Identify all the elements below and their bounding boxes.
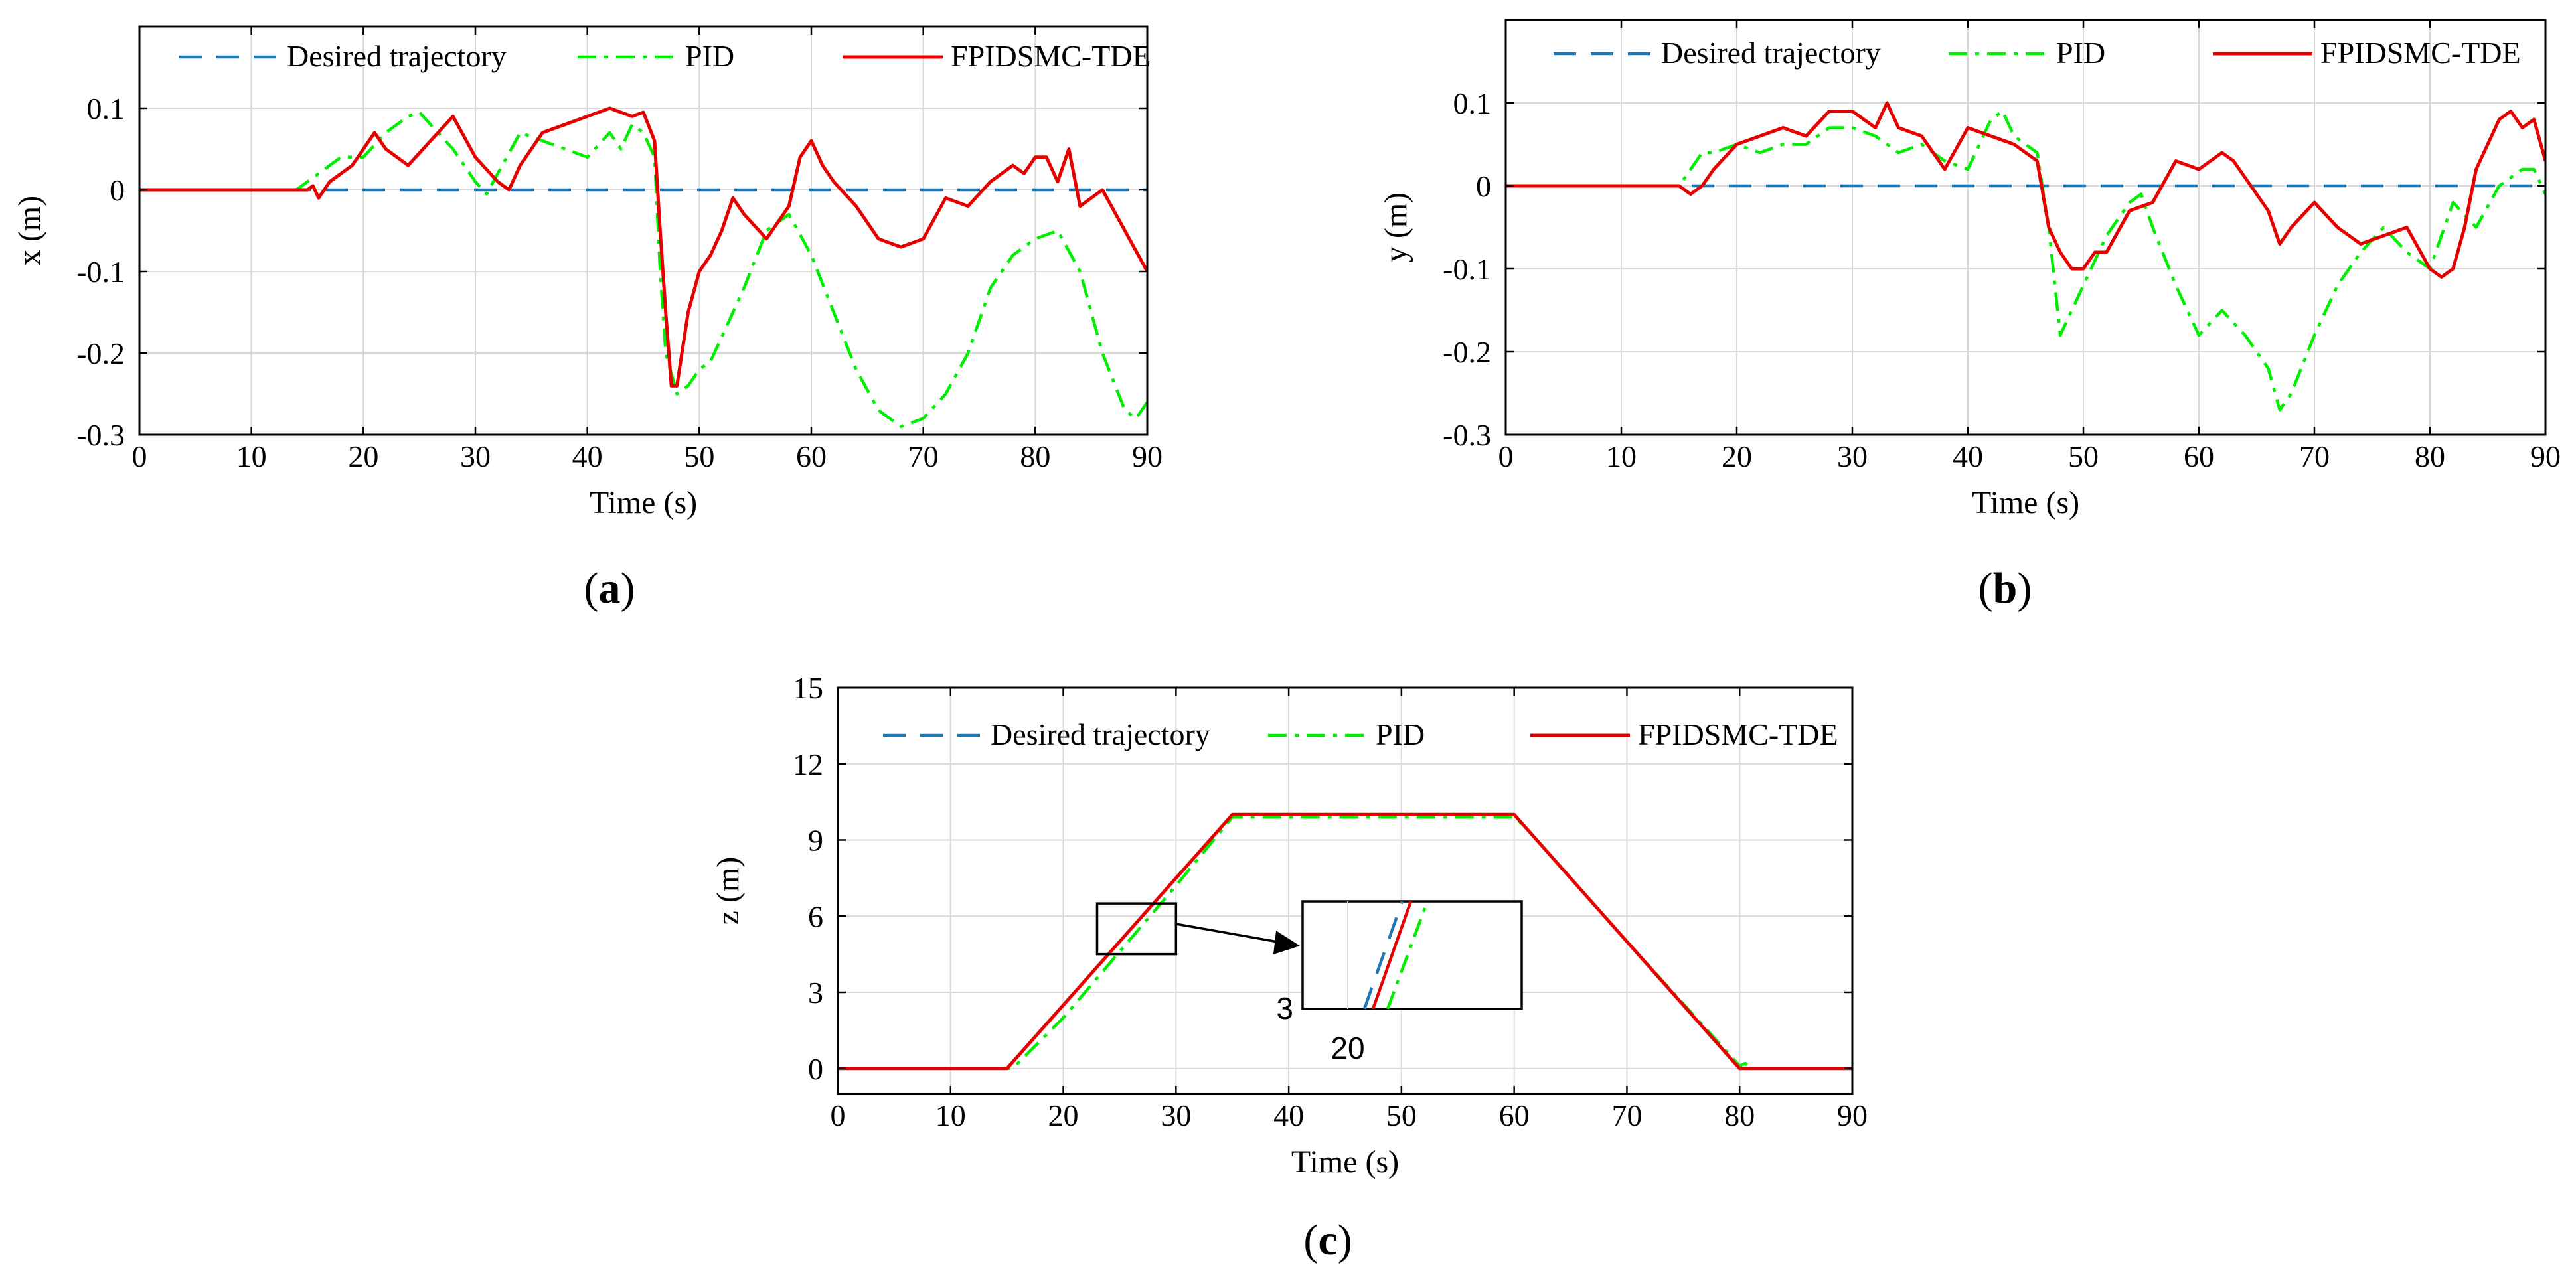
legend-entry: FPIDSMC-TDE	[951, 39, 1151, 73]
inset-y-tick-label: 3	[1276, 991, 1293, 1025]
x-axis-label: Time (s)	[1291, 1144, 1399, 1179]
x-tick-label: 70	[908, 439, 939, 473]
y-tick-label: 3	[808, 976, 823, 1010]
x-tick-label: 0	[831, 1098, 846, 1132]
y-tick-label: 6	[808, 899, 823, 933]
y-tick-label: 0.1	[87, 92, 125, 125]
y-tick-label: -0.2	[76, 337, 125, 370]
y-tick-label: 0.1	[1453, 86, 1492, 120]
x-tick-label: 70	[1611, 1098, 1642, 1132]
x-tick-label: 60	[796, 439, 827, 473]
x-axis-label: Time (s)	[590, 485, 697, 520]
chart-panel-a: 0 10 20 30 40 50 60 70 80 90 -0.3 -0.2 -0.1 0 0.1 Time …	[12, 25, 1163, 613]
legend-entry: Desired trajectory	[1661, 36, 1881, 70]
legend-entry: FPIDSMC-TDE	[2320, 36, 2521, 70]
y-tick-label: -0.1	[1443, 252, 1491, 286]
panel-caption: (b)	[1978, 564, 2032, 613]
x-tick-label: 50	[684, 439, 714, 473]
x-tick-label: 10	[236, 439, 267, 473]
legend-entry: PID	[685, 39, 734, 73]
x-tick-label: 50	[1386, 1098, 1417, 1132]
y-tick-label: -0.1	[76, 255, 125, 289]
series-line-fpidsmc-tde	[1506, 101, 2545, 279]
x-tick-label: 60	[2184, 439, 2214, 473]
axes-box	[1504, 19, 2547, 436]
y-axis-label: x (m)	[12, 196, 47, 265]
x-tick-label: 0	[1498, 439, 1514, 473]
y-tick-label: 0	[110, 173, 125, 207]
zoom-region-box	[1095, 902, 1178, 956]
x-tick-label: 30	[460, 439, 491, 473]
x-tick-label: 0	[132, 439, 147, 473]
y-axis-label: z (m)	[710, 857, 746, 925]
x-tick-label: 20	[348, 439, 378, 473]
x-tick-label: 80	[1724, 1098, 1755, 1132]
x-tick-label: 90	[1837, 1098, 1868, 1132]
x-tick-label: 10	[1606, 439, 1637, 473]
inset-series-line	[1386, 901, 1429, 1010]
x-tick-label: 20	[1048, 1098, 1079, 1132]
x-tick-label: 40	[1273, 1098, 1304, 1132]
x-tick-label: 30	[1837, 439, 1868, 473]
x-tick-label: 90	[2530, 439, 2561, 473]
zoom-arrow-head	[1273, 931, 1300, 954]
x-tick-label: 70	[2299, 439, 2330, 473]
x-tick-label: 10	[935, 1098, 966, 1132]
series-line-fpidsmc-tde	[838, 812, 1852, 1071]
chart-panel-b: 0 10 20 30 40 50 60 70 80 90 -0.3 -0.2 -0.1 0 0.1 Time …	[1378, 19, 2561, 613]
y-tick-label: -0.3	[1443, 418, 1491, 452]
chart-panel-c: 0 10 20 30 40 50 60 70 80 90 0 3 6 9 12 15 Time (s) z (m)…	[710, 671, 1868, 1264]
axes-box	[138, 25, 1149, 436]
panel-caption: (c)	[1303, 1216, 1352, 1264]
inset-box	[1301, 900, 1523, 1010]
axes-box	[837, 686, 1854, 1095]
series-line-pid	[1506, 110, 2545, 412]
x-axis-label: Time (s)	[1972, 485, 2079, 520]
x-tick-label: 90	[1132, 439, 1163, 473]
series-line-fpidsmc-tde	[139, 106, 1147, 388]
panel-caption: (a)	[584, 564, 635, 613]
legend-entry: FPIDSMC-TDE	[1638, 718, 1838, 751]
series-line-pid	[838, 815, 1852, 1071]
y-tick-label: 0	[808, 1052, 823, 1086]
series-line-pid	[139, 110, 1147, 428]
y-tick-label: 12	[793, 747, 823, 781]
x-tick-label: 80	[1020, 439, 1050, 473]
zoom-arrow-shaft	[1176, 923, 1282, 944]
y-axis-label: y (m)	[1378, 192, 1413, 262]
legend-entry: Desired trajectory	[287, 39, 507, 73]
inset-series-line	[1371, 901, 1413, 1010]
legend-entry: Desired trajectory	[991, 718, 1210, 751]
x-tick-label: 40	[572, 439, 603, 473]
x-tick-label: 40	[1953, 439, 1983, 473]
inset-series-line	[1362, 901, 1404, 1010]
y-tick-label: 15	[793, 671, 823, 705]
legend-entry: PID	[1376, 718, 1425, 751]
x-tick-label: 60	[1499, 1098, 1530, 1132]
y-tick-label: 0	[1476, 169, 1491, 203]
x-tick-label: 50	[2068, 439, 2099, 473]
x-tick-label: 20	[1722, 439, 1752, 473]
y-tick-label: -0.3	[76, 418, 125, 452]
x-tick-label: 30	[1161, 1098, 1191, 1132]
y-tick-label: 9	[808, 824, 823, 858]
x-tick-label: 80	[2415, 439, 2445, 473]
inset-x-tick-label: 20	[1330, 1031, 1364, 1065]
legend-entry: PID	[2056, 36, 2105, 70]
y-tick-label: -0.2	[1443, 335, 1491, 369]
